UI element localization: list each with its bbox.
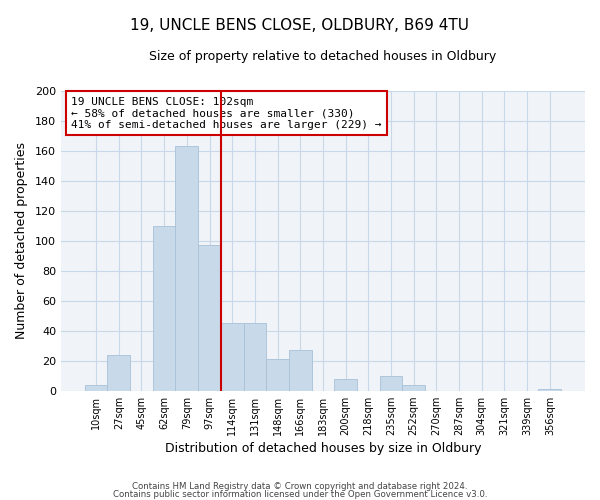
Title: Size of property relative to detached houses in Oldbury: Size of property relative to detached ho… xyxy=(149,50,497,63)
Bar xyxy=(198,245,221,390)
Bar xyxy=(538,389,561,390)
Text: 19 UNCLE BENS CLOSE: 102sqm
← 58% of detached houses are smaller (330)
41% of se: 19 UNCLE BENS CLOSE: 102sqm ← 58% of det… xyxy=(71,96,382,130)
Text: Contains HM Land Registry data © Crown copyright and database right 2024.: Contains HM Land Registry data © Crown c… xyxy=(132,482,468,491)
Bar xyxy=(175,146,198,390)
Text: 19, UNCLE BENS CLOSE, OLDBURY, B69 4TU: 19, UNCLE BENS CLOSE, OLDBURY, B69 4TU xyxy=(131,18,470,32)
Bar xyxy=(266,359,289,390)
Bar xyxy=(221,323,244,390)
Bar xyxy=(380,376,403,390)
Bar xyxy=(289,350,311,391)
Text: Contains public sector information licensed under the Open Government Licence v3: Contains public sector information licen… xyxy=(113,490,487,499)
Bar xyxy=(334,378,357,390)
Bar xyxy=(403,384,425,390)
Bar xyxy=(85,384,107,390)
Bar xyxy=(153,226,175,390)
X-axis label: Distribution of detached houses by size in Oldbury: Distribution of detached houses by size … xyxy=(165,442,481,455)
Bar xyxy=(244,323,266,390)
Bar xyxy=(107,354,130,390)
Y-axis label: Number of detached properties: Number of detached properties xyxy=(15,142,28,339)
